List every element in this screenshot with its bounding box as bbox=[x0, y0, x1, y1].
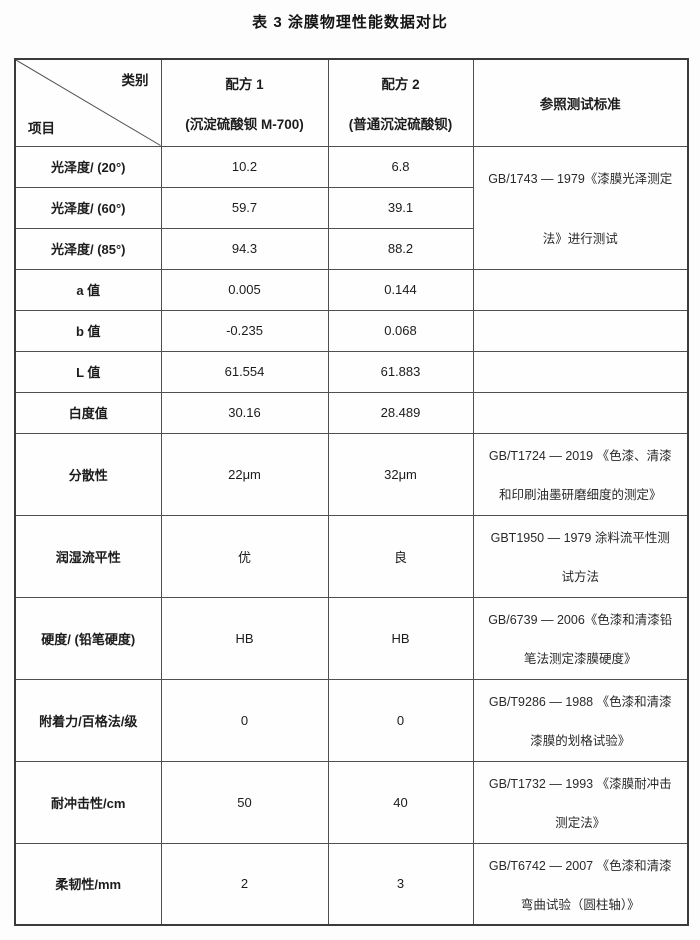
formula2-value: 0.068 bbox=[327, 309, 474, 352]
formula1-value: HB bbox=[160, 596, 329, 680]
standard-text-line1: GB/T1724 — 2019 《色漆、清漆 bbox=[488, 449, 672, 463]
row-label: 柔韧性/mm bbox=[14, 842, 162, 926]
row-label: L 值 bbox=[14, 350, 162, 393]
header-corner-cell: 类别 项目 bbox=[14, 58, 162, 147]
formula1-value: -0.235 bbox=[160, 309, 329, 352]
formula2-value: 6.8 bbox=[327, 145, 474, 188]
row-label: 润湿流平性 bbox=[14, 514, 162, 598]
standard-text-line1: GB/1743 — 1979《漆膜光泽测定 bbox=[488, 172, 673, 186]
formula1-value: 2 bbox=[160, 842, 329, 926]
standard-text-line1: GB/T6742 — 2007 《色漆和清漆 bbox=[488, 858, 672, 873]
formula2-value: 0.144 bbox=[327, 268, 474, 311]
table-row: 白度值 30.16 28.489 bbox=[14, 391, 689, 434]
header-row: 类别 项目 配方 1 (沉淀硫酸钡 M-700) 配方 2 (普通沉淀硫酸钡) … bbox=[14, 58, 689, 147]
formula2-value: 28.489 bbox=[327, 391, 474, 434]
standard-cell: GB/T1724 — 2019 《色漆、清漆 和印刷油墨研磨细度的测定》 bbox=[472, 432, 689, 516]
table-row: 耐冲击性/cm 50 40 GB/T1732 — 1993 《漆膜耐冲击 测定法… bbox=[14, 760, 689, 844]
formula2-value: HB bbox=[327, 596, 474, 680]
formula1-value: 61.554 bbox=[160, 350, 329, 393]
performance-comparison-table: 类别 项目 配方 1 (沉淀硫酸钡 M-700) 配方 2 (普通沉淀硫酸钡) … bbox=[14, 58, 689, 926]
formula2-value: 40 bbox=[327, 760, 474, 844]
standard-text-line1: GB/6739 — 2006《色漆和清漆铅 bbox=[488, 613, 673, 627]
standard-cell: GB/6739 — 2006《色漆和清漆铅 笔法测定漆膜硬度》 bbox=[472, 596, 689, 680]
formula2-value: 良 bbox=[327, 514, 474, 598]
formula1-value: 94.3 bbox=[160, 227, 329, 270]
table-title: 表 3 涂膜物理性能数据对比 bbox=[252, 14, 448, 31]
table-row: 光泽度/ (20°) 10.2 6.8 GB/1743 — 1979《漆膜光泽测… bbox=[14, 145, 689, 270]
formula1-subtitle: (沉淀硫酸钡 M-700) bbox=[185, 116, 304, 132]
formula1-value: 30.16 bbox=[160, 391, 329, 434]
table-row: b 值 -0.235 0.068 bbox=[14, 309, 689, 352]
row-label: 光泽度/ (60°) bbox=[14, 186, 162, 229]
standard-text-line2: 法》进行测试 bbox=[542, 232, 618, 246]
diagonal-divider-line bbox=[16, 60, 161, 146]
table-row: 光泽度/ (85°) 94.3 88.2 bbox=[14, 227, 688, 270]
header-formula2: 配方 2 (普通沉淀硫酸钡) bbox=[327, 58, 474, 147]
formula2-value: 39.1 bbox=[327, 186, 474, 229]
table-row: a 值 0.005 0.144 bbox=[14, 268, 689, 311]
standard-cell: GB/T1732 — 1993 《漆膜耐冲击 测定法》 bbox=[472, 760, 689, 844]
row-label: 分散性 bbox=[14, 432, 162, 516]
standard-text-line2: 和印刷油墨研磨细度的测定》 bbox=[498, 488, 662, 502]
formula2-title: 配方 2 bbox=[381, 76, 420, 92]
table-row: 分散性 22μm 32μm GB/T1724 — 2019 《色漆、清漆 和印刷… bbox=[14, 432, 689, 516]
standard-text-line2: 试方法 bbox=[561, 570, 599, 584]
formula2-value: 61.883 bbox=[327, 350, 474, 393]
formula1-value: 50 bbox=[160, 760, 329, 844]
table-row: L 值 61.554 61.883 bbox=[14, 350, 689, 393]
row-label: 光泽度/ (85°) bbox=[14, 227, 162, 270]
standard-text-line1: GBT1950 — 1979 涂料流平性测 bbox=[490, 531, 670, 545]
standard-cell-empty bbox=[472, 350, 689, 393]
formula2-value: 3 bbox=[327, 842, 474, 926]
standard-text-line2: 测定法》 bbox=[555, 816, 606, 830]
table-row: 附着力/百格法/级 0 0 GB/T9286 — 1988 《色漆和清漆 漆膜的… bbox=[14, 678, 689, 762]
standard-cell-empty bbox=[472, 268, 689, 311]
standard-cell: GB/T9286 — 1988 《色漆和清漆 漆膜的划格试验》 bbox=[472, 678, 689, 762]
standard-text-line2: 弯曲试验（圆柱轴）》 bbox=[520, 897, 640, 912]
standard-text-line1: GB/T1732 — 1993 《漆膜耐冲击 bbox=[488, 777, 672, 791]
formula1-value: 0 bbox=[160, 678, 329, 762]
formula2-value: 88.2 bbox=[327, 227, 474, 270]
header-formula1: 配方 1 (沉淀硫酸钡 M-700) bbox=[160, 58, 329, 147]
table-row: 润湿流平性 优 良 GBT1950 — 1979 涂料流平性测 试方法 bbox=[14, 514, 689, 598]
row-label: b 值 bbox=[14, 309, 162, 352]
header-item-label: 项目 bbox=[28, 120, 55, 136]
standard-cell: GB/T6742 — 2007 《色漆和清漆 弯曲试验（圆柱轴）》 bbox=[472, 842, 689, 926]
header-category-label: 类别 bbox=[121, 73, 149, 88]
formula1-value: 59.7 bbox=[160, 186, 329, 229]
standard-cell-gloss: GB/1743 — 1979《漆膜光泽测定 法》进行测试 bbox=[472, 145, 689, 270]
standard-cell-empty bbox=[472, 309, 689, 352]
standard-cell: GBT1950 — 1979 涂料流平性测 试方法 bbox=[472, 514, 689, 598]
row-label: 白度值 bbox=[14, 391, 162, 434]
row-label: 硬度/ (铅笔硬度) bbox=[14, 596, 162, 680]
formula2-value: 32μm bbox=[327, 432, 474, 516]
formula2-value: 0 bbox=[327, 678, 474, 762]
formula1-value: 0.005 bbox=[160, 268, 329, 311]
standard-cell-empty bbox=[472, 391, 689, 434]
table-row: 柔韧性/mm 2 3 GB/T6742 — 2007 《色漆和清漆 弯曲试验（圆… bbox=[14, 842, 689, 926]
row-label: 耐冲击性/cm bbox=[14, 760, 162, 844]
standard-text-line2: 漆膜的划格试验》 bbox=[530, 734, 631, 748]
row-label: a 值 bbox=[14, 268, 162, 311]
formula2-subtitle: (普通沉淀硫酸钡) bbox=[348, 116, 453, 132]
row-label: 附着力/百格法/级 bbox=[14, 678, 162, 762]
formula1-value: 10.2 bbox=[160, 145, 329, 188]
standard-text-line2: 笔法测定漆膜硬度》 bbox=[523, 652, 637, 666]
row-label: 光泽度/ (20°) bbox=[14, 145, 162, 188]
standard-text-line1: GB/T9286 — 1988 《色漆和清漆 bbox=[488, 695, 672, 709]
table-row: 硬度/ (铅笔硬度) HB HB GB/6739 — 2006《色漆和清漆铅 笔… bbox=[14, 596, 689, 680]
formula1-value: 优 bbox=[160, 514, 329, 598]
header-standard: 参照测试标准 bbox=[472, 58, 689, 147]
formula1-value: 22μm bbox=[160, 432, 329, 516]
formula1-title: 配方 1 bbox=[225, 76, 264, 92]
